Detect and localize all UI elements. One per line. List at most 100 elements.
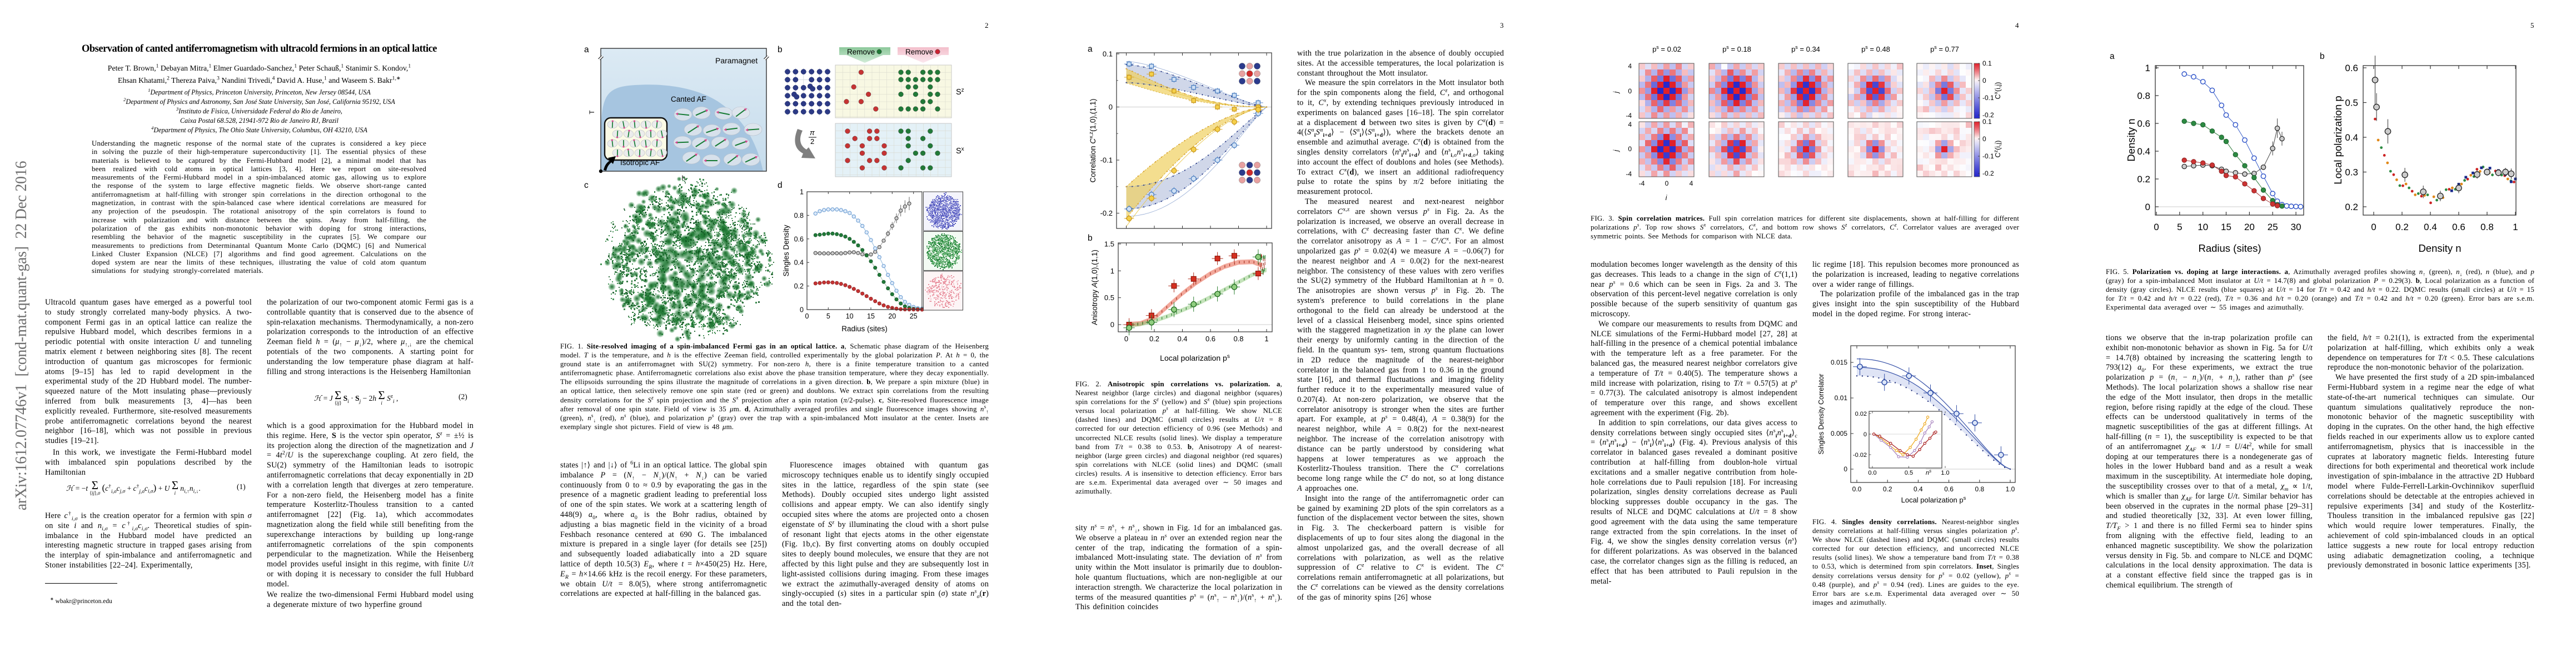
svg-text:i: i — [1666, 194, 1668, 202]
svg-text:Singles Density: Singles Density — [782, 225, 790, 276]
svg-text:0.1: 0.1 — [1103, 50, 1113, 58]
svg-text:4: 4 — [1628, 121, 1632, 128]
svg-text:Local polarization ps: Local polarization ps — [1901, 495, 1966, 505]
svg-text:b: b — [1088, 233, 1093, 243]
svg-text:-0.2: -0.2 — [1982, 170, 1994, 177]
svg-text:Sx: Sx — [956, 146, 964, 156]
svg-text:0.02: 0.02 — [1855, 411, 1867, 417]
svg-text:0.01: 0.01 — [1835, 394, 1848, 402]
svg-text:-0.2: -0.2 — [1100, 209, 1113, 217]
svg-text:25: 25 — [2268, 222, 2278, 232]
svg-text:0.4: 0.4 — [1914, 485, 1923, 493]
svg-text:4: 4 — [1690, 180, 1693, 187]
svg-text:0.015: 0.015 — [1831, 359, 1847, 366]
svg-text:-4: -4 — [1639, 180, 1645, 187]
svg-text:0.8: 0.8 — [2137, 91, 2150, 101]
svg-text:Canted AF: Canted AF — [671, 95, 706, 103]
svg-text:0: 0 — [1110, 321, 1114, 329]
svg-text:0.2: 0.2 — [794, 282, 804, 290]
svg-text:15: 15 — [867, 312, 875, 320]
svg-text:Sz: Sz — [956, 87, 964, 97]
svg-text:0: 0 — [1864, 431, 1867, 438]
svg-text:Local polarization p: Local polarization p — [2332, 96, 2344, 184]
svg-text:1: 1 — [1110, 267, 1114, 275]
svg-text:0: 0 — [1628, 145, 1632, 153]
svg-text:0: 0 — [1124, 335, 1128, 343]
svg-text:0.2: 0.2 — [2345, 202, 2358, 212]
svg-text:0: 0 — [1982, 77, 1986, 84]
svg-text:-0.1: -0.1 — [1982, 94, 1994, 102]
svg-text:0.6: 0.6 — [1944, 485, 1954, 493]
svg-text:0.6: 0.6 — [2137, 118, 2150, 129]
svg-text:5: 5 — [826, 312, 830, 320]
svg-text:0: 0 — [2154, 222, 2159, 232]
svg-text:15: 15 — [2221, 222, 2231, 232]
svg-text:0.4: 0.4 — [2424, 222, 2437, 232]
svg-text:Radius (sites): Radius (sites) — [2198, 242, 2261, 254]
svg-text:0.2: 0.2 — [1883, 485, 1892, 493]
svg-text:Cx(i,j): Cx(i,j) — [1993, 82, 2002, 99]
svg-text:-4: -4 — [1626, 170, 1632, 178]
svg-text:0.5: 0.5 — [2345, 98, 2358, 108]
svg-text:25: 25 — [910, 312, 918, 320]
svg-text:-4: -4 — [1626, 112, 1632, 120]
svg-text:0: 0 — [1665, 180, 1669, 187]
svg-text:ps = 0.18: ps = 0.18 — [1722, 44, 1751, 53]
svg-text:0.005: 0.005 — [1831, 430, 1847, 437]
svg-text:j: j — [1612, 91, 1620, 94]
svg-text:ps = 0.48: ps = 0.48 — [1861, 44, 1890, 53]
svg-text:Singles Density Correlator: Singles Density Correlator — [1817, 374, 1825, 454]
svg-text:0.6: 0.6 — [2452, 222, 2465, 232]
svg-text:Local polarization ps: Local polarization ps — [1160, 354, 1230, 363]
svg-text:10: 10 — [846, 312, 854, 320]
svg-text:5: 5 — [2177, 222, 2182, 232]
svg-text:Radius (sites): Radius (sites) — [841, 325, 888, 333]
svg-text:0.2: 0.2 — [2395, 222, 2409, 232]
svg-text:0.8: 0.8 — [1233, 335, 1243, 343]
svg-text:a: a — [1088, 44, 1093, 54]
svg-text:0.6: 0.6 — [2345, 63, 2358, 73]
svg-text:Remove: Remove — [905, 48, 933, 56]
svg-text:0: 0 — [1843, 465, 1847, 473]
svg-text:0: 0 — [2371, 222, 2376, 232]
svg-text:-0.2: -0.2 — [1982, 111, 1994, 119]
svg-text:ps = 0.77: ps = 0.77 — [1930, 44, 1959, 53]
svg-text:0.6: 0.6 — [1205, 335, 1215, 343]
svg-text:0.5: 0.5 — [1905, 470, 1913, 476]
svg-text:20: 20 — [888, 312, 896, 320]
svg-text:1: 1 — [2145, 63, 2150, 73]
svg-text:0.3: 0.3 — [2345, 167, 2358, 178]
svg-text:b: b — [2320, 52, 2325, 61]
svg-text:Density n: Density n — [2418, 242, 2461, 254]
svg-text:0.1: 0.1 — [1982, 118, 1992, 126]
svg-text:T: T — [588, 110, 596, 115]
svg-text:c: c — [584, 181, 589, 190]
svg-text:1.5: 1.5 — [1104, 240, 1114, 248]
svg-text:Remove: Remove — [847, 48, 875, 56]
svg-text:4: 4 — [1628, 62, 1632, 70]
svg-text:0.2: 0.2 — [2137, 174, 2150, 185]
svg-text:Cz(i,j): Cz(i,j) — [1993, 141, 2002, 158]
svg-text:ps = 0.02: ps = 0.02 — [1652, 44, 1681, 53]
svg-text:0: 0 — [800, 306, 804, 314]
svg-text:0: 0 — [805, 312, 809, 320]
svg-text:0.1: 0.1 — [1982, 59, 1992, 67]
svg-text:20: 20 — [2244, 222, 2255, 232]
svg-text:1: 1 — [1264, 335, 1268, 343]
svg-text:b: b — [778, 45, 783, 54]
svg-text:0.4: 0.4 — [2137, 146, 2150, 157]
svg-text:Paramagnet: Paramagnet — [715, 56, 758, 65]
svg-text:1.0: 1.0 — [1941, 470, 1949, 476]
svg-text:0.8: 0.8 — [1975, 485, 1984, 493]
svg-text:30: 30 — [2291, 222, 2301, 232]
svg-text:a: a — [2110, 52, 2115, 61]
svg-text:-0.1: -0.1 — [1982, 152, 1994, 160]
svg-text:0.4: 0.4 — [794, 259, 804, 267]
svg-text:0.6: 0.6 — [794, 235, 804, 243]
svg-text:ns: ns — [1926, 469, 1931, 477]
svg-text:Correlation Cx,z(1,0),(1,1): Correlation Cx,z(1,0),(1,1) — [1088, 99, 1098, 183]
svg-text:π: π — [810, 128, 815, 137]
svg-text:-0.1: -0.1 — [1100, 156, 1113, 165]
svg-text:Density n: Density n — [2125, 118, 2137, 161]
svg-text:ps = 0.34: ps = 0.34 — [1791, 44, 1820, 53]
